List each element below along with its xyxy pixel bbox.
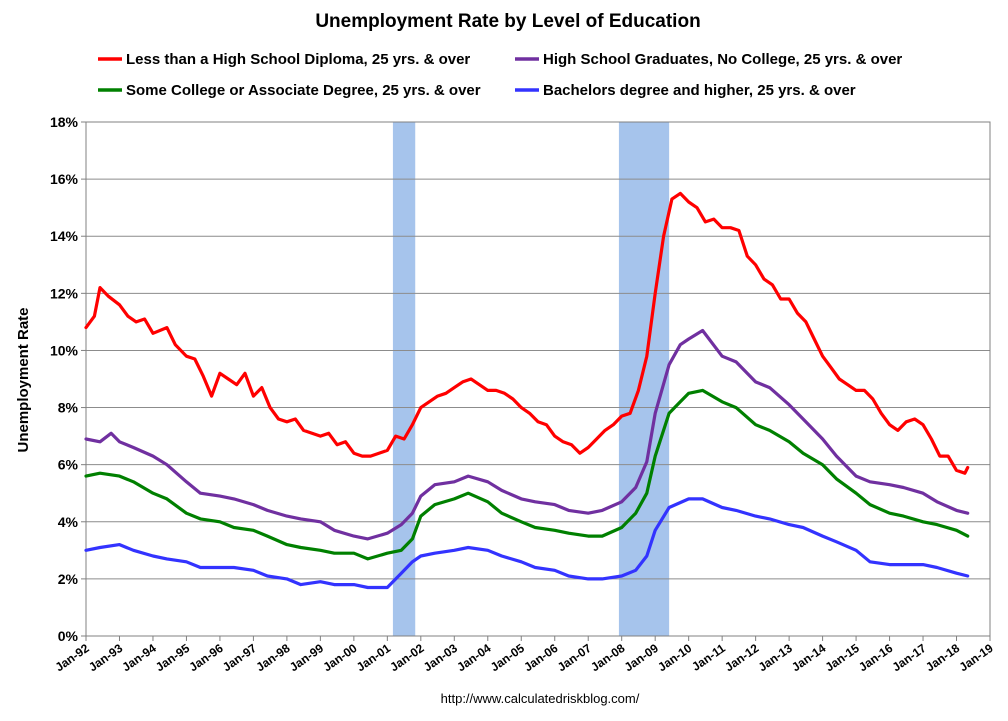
x-tick-label: Jan-12	[722, 641, 761, 674]
x-tick-label: Jan-07	[555, 641, 594, 674]
series-line-3	[84, 497, 970, 590]
recession-band-0	[392, 122, 416, 636]
legend: Less than a High School Diploma, 25 yrs.…	[98, 51, 902, 99]
series-line-2	[84, 388, 970, 561]
y-axis: 0% 2% 4% 6% 8% 10% 12% 14% 16% 18%	[50, 114, 86, 644]
y-tick-label: 8%	[58, 400, 79, 416]
x-tick-label: Jan-09	[622, 641, 661, 674]
y-tick-label: 4%	[58, 514, 79, 530]
y-tick-label: 12%	[50, 285, 79, 301]
x-tick-label: Jan-06	[521, 641, 560, 674]
y-tick-label: 2%	[58, 571, 79, 587]
x-tick-label: Jan-05	[488, 641, 527, 674]
x-tick-label: Jan-16	[856, 641, 895, 674]
x-tick-label: Jan-93	[86, 641, 125, 674]
source-credit: http://www.calculatedriskblog.com/	[441, 691, 640, 706]
y-tick-label: 10%	[50, 342, 79, 358]
y-tick-label: 16%	[50, 171, 79, 187]
x-tick-label: Jan-15	[823, 641, 862, 674]
x-tick-label: Jan-19	[957, 641, 996, 674]
chart-title: Unemployment Rate by Level of Education	[315, 11, 700, 32]
x-tick-label: Jan-96	[186, 641, 225, 674]
x-tick-label: Jan-02	[387, 641, 426, 674]
y-axis-label: Unemployment Rate	[15, 307, 32, 452]
x-tick-label: Jan-03	[421, 641, 460, 674]
y-tick-label: 14%	[50, 228, 79, 244]
series-lines	[84, 191, 970, 590]
legend-label-2: Some College or Associate Degree, 25 yrs…	[126, 82, 481, 99]
x-tick-label: Jan-01	[354, 641, 393, 674]
x-tick-label: Jan-94	[120, 641, 159, 674]
legend-label-3: Bachelors degree and higher, 25 yrs. & o…	[543, 82, 856, 99]
y-tick-label: 18%	[50, 114, 79, 130]
series-line-0	[84, 191, 970, 475]
x-tick-label: Jan-98	[253, 641, 292, 674]
x-tick-label: Jan-92	[53, 641, 92, 674]
x-tick-label: Jan-18	[923, 641, 962, 674]
y-tick-label: 0%	[58, 628, 79, 644]
legend-label-1: High School Graduates, No College, 25 yr…	[543, 51, 902, 68]
x-tick-label: Jan-11	[689, 641, 728, 674]
series-line-1	[84, 328, 970, 541]
y-tick-label: 6%	[58, 457, 79, 473]
gridlines	[86, 121, 990, 637]
x-tick-label: Jan-10	[655, 641, 694, 674]
x-tick-label: Jan-00	[320, 641, 359, 674]
legend-label-0: Less than a High School Diploma, 25 yrs.…	[126, 51, 470, 68]
plot-area-border	[85, 121, 991, 637]
x-axis: Jan-92Jan-93Jan-94Jan-95Jan-96Jan-97Jan-…	[53, 636, 996, 674]
x-tick-label: Jan-97	[220, 641, 259, 674]
recession-bands	[392, 122, 670, 636]
recession-band-1	[618, 122, 670, 636]
x-tick-label: Jan-14	[789, 641, 828, 674]
x-tick-label: Jan-04	[454, 641, 493, 674]
x-tick-label: Jan-99	[287, 641, 326, 674]
x-tick-label: Jan-17	[890, 641, 929, 674]
x-tick-label: Jan-08	[588, 641, 627, 674]
x-tick-label: Jan-95	[153, 641, 192, 674]
x-tick-label: Jan-13	[756, 641, 795, 674]
